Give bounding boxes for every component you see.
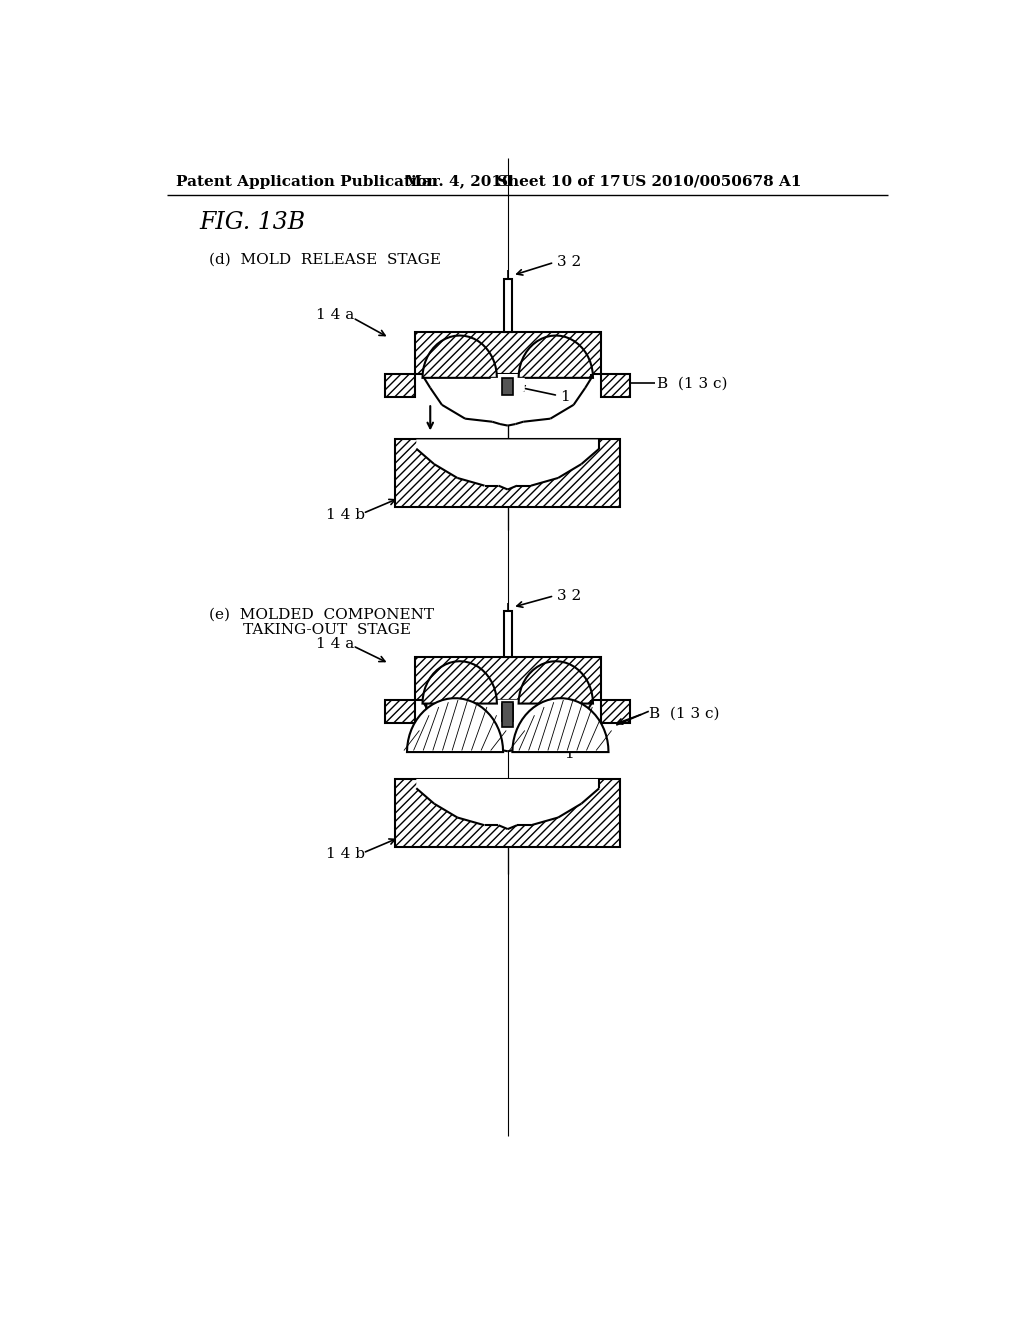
Text: US 2010/0050678 A1: US 2010/0050678 A1 bbox=[623, 174, 802, 189]
Polygon shape bbox=[423, 335, 497, 378]
Text: (d)  MOLD  RELEASE  STAGE: (d) MOLD RELEASE STAGE bbox=[209, 253, 441, 267]
Polygon shape bbox=[385, 700, 415, 723]
Text: Patent Application Publication: Patent Application Publication bbox=[176, 174, 438, 189]
Text: (e)  MOLDED  COMPONENT: (e) MOLDED COMPONENT bbox=[209, 607, 434, 622]
Polygon shape bbox=[512, 698, 608, 752]
Polygon shape bbox=[417, 779, 599, 829]
Polygon shape bbox=[417, 440, 599, 490]
Polygon shape bbox=[518, 335, 593, 378]
Polygon shape bbox=[395, 779, 621, 847]
Polygon shape bbox=[518, 661, 593, 704]
Text: TAKING-OUT  STAGE: TAKING-OUT STAGE bbox=[209, 623, 412, 636]
Text: 3 2: 3 2 bbox=[557, 255, 581, 269]
Polygon shape bbox=[385, 374, 415, 397]
Polygon shape bbox=[423, 661, 497, 704]
Polygon shape bbox=[601, 374, 630, 397]
Text: B  (1 3 c): B (1 3 c) bbox=[657, 376, 728, 391]
Polygon shape bbox=[504, 611, 512, 657]
Polygon shape bbox=[503, 704, 513, 721]
Polygon shape bbox=[601, 700, 630, 723]
Polygon shape bbox=[407, 698, 503, 752]
Text: 1: 1 bbox=[564, 747, 574, 760]
Text: B  (1 3 c): B (1 3 c) bbox=[649, 706, 719, 721]
Polygon shape bbox=[415, 657, 601, 700]
Polygon shape bbox=[490, 378, 524, 393]
Polygon shape bbox=[503, 702, 513, 726]
Polygon shape bbox=[424, 700, 592, 751]
Text: FIG. 13B: FIG. 13B bbox=[200, 211, 305, 234]
Text: 1 4 b: 1 4 b bbox=[326, 508, 365, 521]
Text: 3 2: 3 2 bbox=[557, 589, 581, 603]
Text: Sheet 10 of 17: Sheet 10 of 17 bbox=[497, 174, 621, 189]
Polygon shape bbox=[415, 331, 601, 374]
Polygon shape bbox=[395, 440, 621, 507]
Polygon shape bbox=[424, 374, 592, 425]
Text: 1 4 a: 1 4 a bbox=[315, 636, 354, 651]
Text: 1 4 a: 1 4 a bbox=[315, 308, 354, 322]
Polygon shape bbox=[503, 378, 513, 395]
Text: 1: 1 bbox=[560, 391, 570, 404]
Text: 1 4 b: 1 4 b bbox=[326, 847, 365, 862]
Polygon shape bbox=[504, 280, 512, 331]
Text: Mar. 4, 2010: Mar. 4, 2010 bbox=[406, 174, 513, 189]
